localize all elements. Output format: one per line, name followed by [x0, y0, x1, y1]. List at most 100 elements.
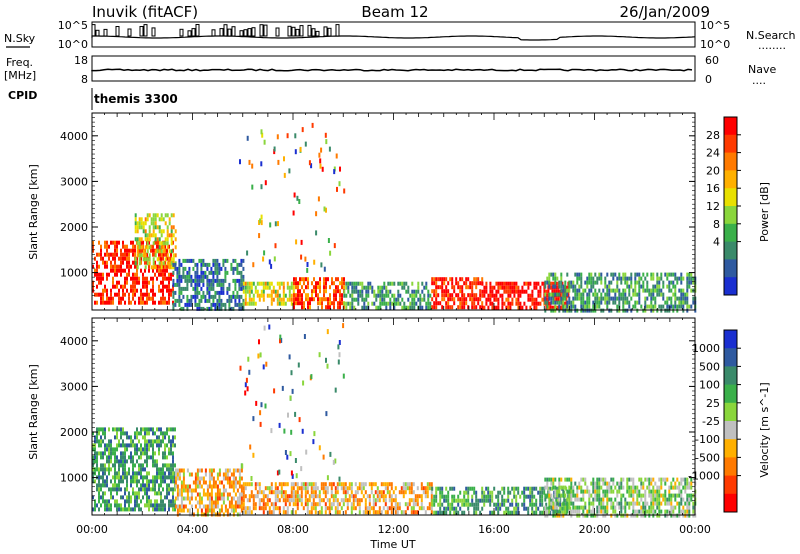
velocity-cell: [372, 506, 375, 511]
power-cell: [638, 280, 641, 285]
velocity-cell: [244, 482, 247, 487]
power-cell: [552, 308, 555, 313]
velocity-cell: [668, 497, 671, 502]
power-cell: [152, 252, 154, 257]
nsky-bar: [323, 26, 328, 37]
velocity-cell: [102, 431, 104, 436]
velocity-cell: [260, 490, 263, 495]
velocity-cell: [198, 476, 201, 481]
velocity-cell: [150, 487, 152, 492]
power-cell: [222, 282, 225, 287]
power-cell: [260, 289, 263, 294]
power-cell: [419, 305, 422, 310]
velocity-cell: [396, 502, 399, 507]
power-cell: [658, 288, 661, 293]
power-cell: [636, 308, 639, 313]
velocity-cell: [561, 506, 564, 511]
power-cell: [550, 300, 553, 305]
velocity-cell: [152, 483, 154, 488]
velocity-cell: [114, 447, 116, 452]
velocity-cell: [96, 459, 98, 464]
power-cell: [146, 249, 149, 254]
velocity-cell: [449, 502, 452, 507]
time-tick-label: 00:00: [76, 523, 108, 536]
power-cell: [431, 281, 434, 286]
velocity-cell: [670, 501, 673, 506]
velocity-cell: [688, 513, 691, 518]
velocity-cell: [124, 507, 126, 512]
power-cell: [413, 301, 416, 306]
velocity-cell: [576, 505, 579, 510]
velocity-cell: [364, 490, 367, 495]
power-cell: [381, 293, 384, 298]
velocity-cell: [565, 502, 568, 507]
velocity-cell: [590, 501, 593, 506]
velocity-cell: [626, 485, 629, 490]
power-cell: [646, 304, 649, 309]
velocity-cell: [184, 488, 187, 493]
velocity-cell: [300, 494, 303, 499]
velocity-cell: [517, 490, 520, 495]
velocity-cell: [234, 492, 237, 497]
velocity-cell: [134, 491, 136, 496]
velocity-cell: [344, 498, 347, 503]
nsky-bar: [127, 28, 132, 37]
velocity-cell: [688, 485, 691, 490]
velocity-cell: [632, 513, 635, 518]
velocity-cell: [182, 496, 185, 501]
power-cell: [554, 280, 557, 285]
velocity-cell: [292, 502, 295, 507]
velocity-cell: [148, 479, 150, 484]
power-cell: [586, 284, 589, 289]
power-cell: [244, 293, 247, 298]
velocity-cell: [308, 482, 311, 487]
power-cell: [317, 281, 319, 286]
power-cell: [224, 278, 227, 283]
velocity-cell: [162, 507, 164, 512]
velocity-cell: [146, 455, 148, 460]
velocity-cell: [188, 484, 191, 489]
velocity-cell: [326, 486, 329, 491]
velocity-cell: [660, 509, 663, 514]
power-cell: [273, 149, 276, 155]
power-cell: [128, 260, 130, 265]
velocity-cell: [680, 501, 683, 506]
velocity-cell: [318, 498, 321, 503]
power-cell: [240, 278, 243, 283]
power-cell: [570, 308, 573, 313]
velocity-cell: [278, 469, 281, 475]
velocity-cell: [556, 489, 559, 494]
power-cell: [628, 292, 631, 297]
velocity-cell: [144, 483, 146, 488]
velocity-cell: [634, 509, 637, 514]
velocity-cell: [324, 490, 327, 495]
velocity-cell: [118, 503, 120, 508]
velocity-cell: [374, 490, 377, 495]
velocity-cell: [606, 481, 609, 486]
velocity-cell: [334, 506, 337, 511]
power-cell: [533, 305, 536, 310]
power-cell: [186, 298, 189, 303]
velocity-cell: [451, 494, 454, 499]
velocity-cell: [541, 498, 544, 503]
velocity-cell: [136, 491, 138, 496]
velocity-cell: [686, 481, 689, 486]
power-cell: [690, 288, 693, 293]
power-cell: [533, 301, 536, 306]
power-cell: [325, 277, 327, 282]
power-cell: [650, 288, 653, 293]
velocity-cell: [511, 498, 514, 503]
velocity-cell: [376, 498, 379, 503]
power-cell: [672, 292, 675, 297]
power-cell: [602, 296, 605, 301]
power-cell: [654, 304, 657, 309]
power-cell: [214, 290, 217, 295]
power-cell: [263, 250, 266, 256]
power-cell: [304, 141, 307, 147]
velocity-cell: [408, 498, 411, 503]
power-cell: [662, 304, 665, 309]
power-cell: [228, 282, 231, 287]
power-cell: [180, 290, 183, 295]
velocity-cell: [548, 493, 551, 498]
power-cell: [379, 297, 382, 302]
